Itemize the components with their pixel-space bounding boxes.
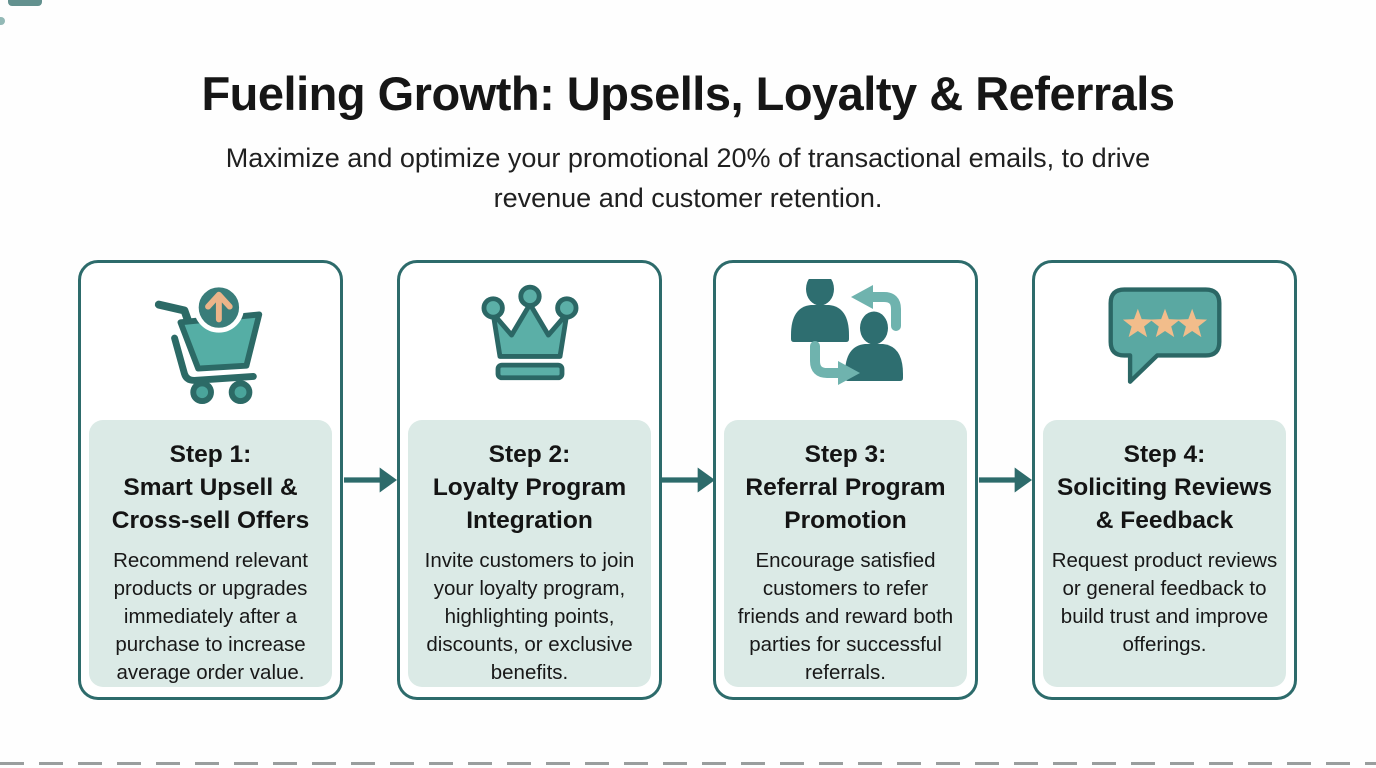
step-title: Step 3: Referral Program Promotion (732, 438, 959, 537)
star-icon (1122, 308, 1207, 338)
step-panel: Step 4: Soliciting Reviews & Feedback Re… (1043, 420, 1286, 687)
step-title-line: Step 2: (488, 441, 571, 468)
step-body: Recommend relevant products or upgrades … (113, 549, 308, 684)
step-title-line: Step 4: (1123, 441, 1206, 468)
step-icon-area (81, 263, 340, 420)
step-title: Step 2: Loyalty Program Integration (416, 438, 643, 537)
step-card-1: Step 1: Smart Upsell & Cross-sell Offers… (78, 260, 343, 700)
step-title-line: Loyalty Program (432, 474, 627, 501)
top-edge-artifact (8, 0, 42, 6)
left-edge-artifact (0, 17, 5, 25)
connector-arrow-icon (343, 467, 397, 493)
connector-arrow-icon (978, 467, 1032, 493)
connector-arrow-icon (661, 467, 715, 493)
step-body: Encourage satisfied customers to refer f… (737, 549, 954, 684)
step-title: Step 4: Soliciting Reviews & Feedback (1051, 438, 1278, 537)
step-title-line: Soliciting Reviews (1056, 474, 1273, 501)
page-subtitle-line: revenue and customer retention. (493, 183, 883, 213)
step-card-2: Step 2: Loyalty Program Integration Invi… (397, 260, 662, 700)
page-subtitle-line: Maximize and optimize your promotional 2… (225, 143, 1151, 173)
step-panel: Step 1: Smart Upsell & Cross-sell Offers… (89, 420, 332, 687)
page-title: Fueling Growth: Upsells, Loyalty & Refer… (201, 67, 1175, 120)
step-panel: Step 2: Loyalty Program Integration Invi… (408, 420, 651, 687)
crown-loyalty-icon (481, 284, 578, 381)
step-title-line: Step 3: (804, 441, 887, 468)
step-body: Request product reviews or general feedb… (1051, 549, 1278, 656)
step-title-line: Integration (466, 507, 593, 534)
review-stars-icon (1108, 287, 1221, 384)
step-body: Invite customers to join your loyalty pr… (424, 549, 635, 684)
step-card-3: Step 3: Referral Program Promotion Encou… (713, 260, 978, 700)
step-icon-area (1035, 263, 1294, 420)
cart-upsell-icon (154, 282, 262, 405)
page-subtitle: Maximize and optimize your promotional 2… (0, 138, 1376, 218)
referral-people-icon (790, 279, 903, 385)
step-panel: Step 3: Referral Program Promotion Encou… (724, 420, 967, 687)
step-title-line: Smart Upsell & (123, 474, 298, 501)
step-title-line: Promotion (784, 507, 907, 534)
step-title-line: Step 1: (169, 441, 252, 468)
step-card-4: Step 4: Soliciting Reviews & Feedback Re… (1032, 260, 1297, 700)
step-icon-area (400, 263, 659, 420)
step-title-line: & Feedback (1095, 507, 1234, 534)
step-title-line: Referral Program (745, 474, 946, 501)
step-icon-area (716, 263, 975, 420)
bottom-dashed-artifact (0, 762, 1376, 765)
step-title-line: Cross-sell Offers (111, 507, 310, 534)
step-title: Step 1: Smart Upsell & Cross-sell Offers (97, 438, 324, 537)
